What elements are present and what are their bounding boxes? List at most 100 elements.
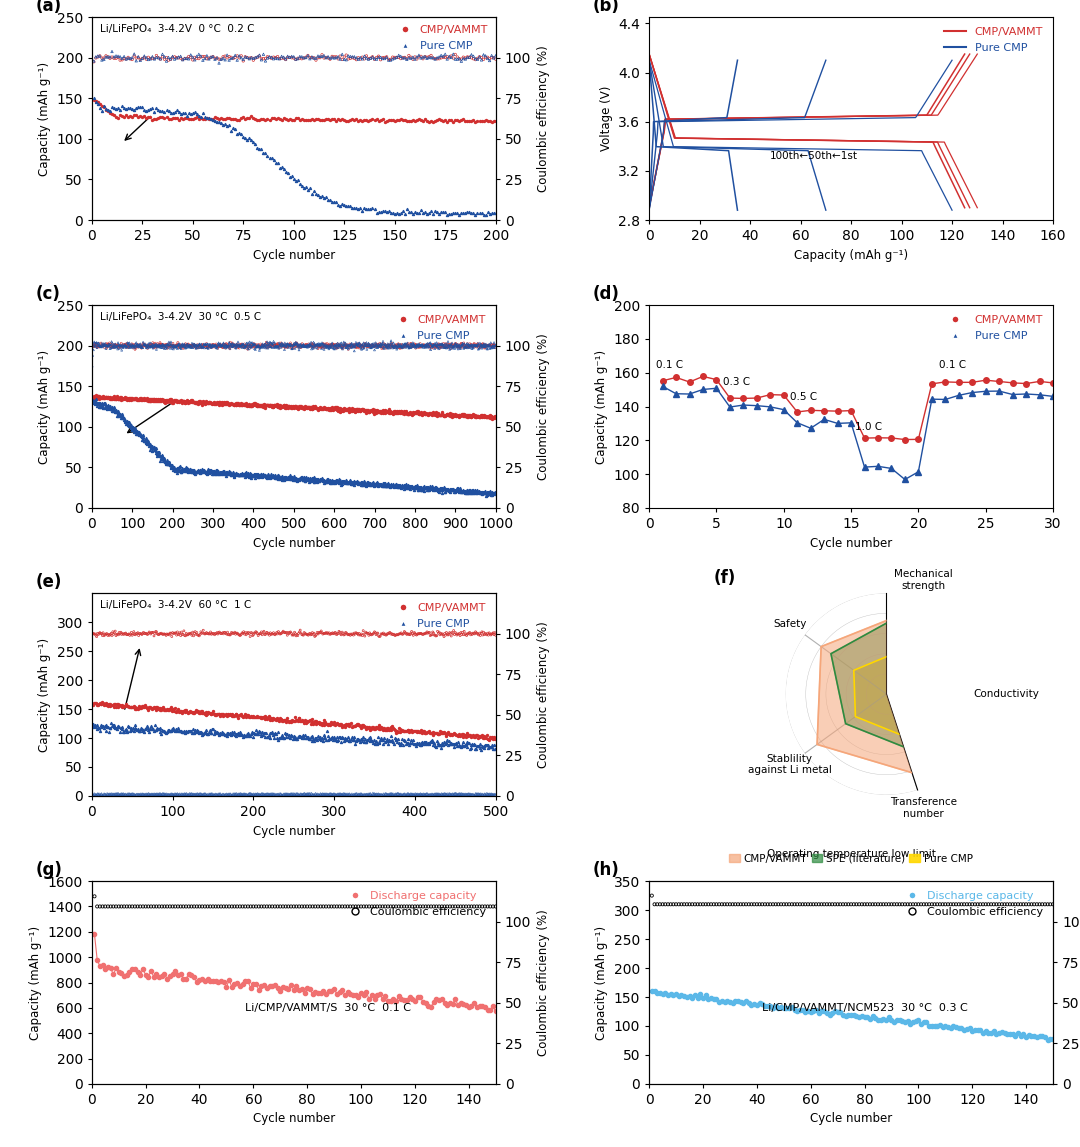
- Point: [108, 336, 125, 354]
- Point: [94, 626, 111, 645]
- Point: [257, 337, 274, 356]
- Point: [291, 787, 308, 805]
- Point: [136, 47, 153, 65]
- Point: [166, 392, 184, 411]
- Point: [361, 401, 378, 420]
- Point: [416, 482, 433, 500]
- Point: [445, 45, 462, 63]
- Point: [386, 403, 403, 421]
- Point: [432, 48, 449, 67]
- Point: [373, 336, 390, 354]
- Point: [167, 459, 185, 477]
- Point: [410, 734, 428, 752]
- Point: [464, 49, 482, 68]
- Point: [448, 406, 465, 424]
- Point: [121, 337, 138, 356]
- Point: [996, 895, 1013, 913]
- Point: [356, 476, 374, 494]
- Point: [707, 895, 725, 913]
- Point: [117, 337, 134, 356]
- Point: [675, 895, 692, 913]
- Point: [233, 396, 251, 414]
- Point: [440, 724, 457, 742]
- Point: [343, 337, 361, 356]
- Point: [241, 49, 258, 68]
- Point: [449, 340, 467, 358]
- Point: [348, 333, 365, 351]
- Point: [288, 398, 306, 416]
- Point: [96, 338, 113, 357]
- Point: [84, 389, 102, 407]
- Point: [343, 336, 361, 354]
- Point: [270, 466, 287, 484]
- Point: [274, 726, 292, 744]
- Point: [448, 406, 465, 424]
- Point: [228, 725, 245, 743]
- Point: [172, 109, 189, 127]
- Point: [188, 897, 205, 915]
- Point: [267, 710, 284, 728]
- Point: [382, 718, 400, 736]
- Point: [485, 336, 502, 354]
- Point: [471, 47, 488, 65]
- Point: [435, 407, 453, 426]
- Point: [330, 399, 348, 418]
- Point: [483, 337, 500, 356]
- Point: [319, 337, 336, 356]
- Point: [211, 110, 228, 128]
- Point: [369, 718, 387, 736]
- Point: [113, 337, 131, 356]
- Point: [224, 395, 241, 413]
- Point: [483, 338, 500, 357]
- Point: [90, 334, 107, 352]
- Point: [200, 725, 217, 743]
- Legend: Discharge capacity, Coulombic efficiency: Discharge capacity, Coulombic efficiency: [896, 887, 1048, 921]
- Point: [207, 461, 225, 479]
- Point: [380, 731, 397, 749]
- Point: [200, 337, 217, 356]
- Point: [243, 466, 260, 484]
- Point: [268, 468, 285, 486]
- Point: [157, 625, 174, 643]
- Point: [400, 405, 417, 423]
- Point: [94, 717, 111, 735]
- Point: [471, 408, 488, 427]
- Point: [120, 416, 137, 435]
- Point: [261, 468, 279, 486]
- Point: [179, 625, 197, 643]
- Point: [97, 694, 114, 712]
- Point: [460, 897, 477, 915]
- Point: [173, 462, 190, 481]
- Point: [775, 895, 793, 913]
- Point: [421, 721, 438, 740]
- Point: [393, 337, 410, 356]
- Point: [110, 389, 127, 407]
- Point: [184, 110, 201, 128]
- Point: [295, 471, 312, 490]
- Point: [222, 625, 240, 643]
- Point: [422, 404, 440, 422]
- Point: [265, 109, 282, 127]
- Point: [369, 403, 387, 421]
- Point: [204, 393, 221, 412]
- Point: [370, 786, 388, 804]
- Point: [342, 475, 360, 493]
- Point: [240, 724, 257, 742]
- Point: [459, 484, 476, 502]
- Point: [315, 470, 333, 489]
- Point: [237, 465, 254, 483]
- Point: [163, 336, 180, 354]
- Point: [294, 468, 311, 486]
- Point: [229, 625, 246, 643]
- Point: [294, 626, 311, 645]
- Point: [134, 49, 151, 68]
- Point: [282, 397, 299, 415]
- Point: [219, 337, 237, 356]
- Point: [276, 337, 294, 356]
- Point: [340, 336, 357, 354]
- Point: [379, 624, 396, 642]
- Point: [303, 786, 321, 804]
- Y-axis label: Coulombic efficiency (%): Coulombic efficiency (%): [537, 333, 550, 479]
- Point: [321, 786, 338, 804]
- Point: [461, 481, 478, 499]
